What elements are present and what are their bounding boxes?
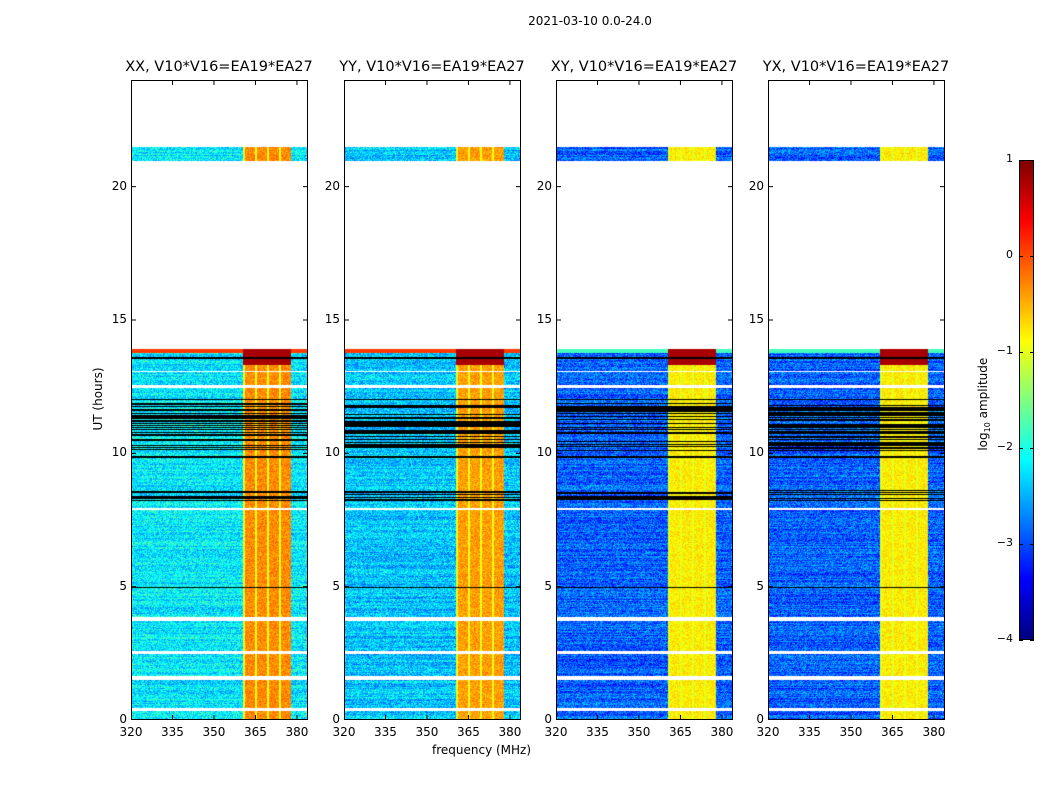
x-tick-label: 365 [244, 725, 267, 739]
x-tick-label: 350 [415, 725, 439, 739]
x-tick-label: 350 [627, 725, 651, 739]
y-tick-label: 0 [119, 712, 127, 726]
colorbar-tick-label: 1 [1006, 152, 1013, 165]
x-axis-label: frequency (MHz) [432, 743, 532, 757]
y-tick-label: 0 [544, 712, 552, 726]
colorbar-tick-label: −2 [996, 440, 1013, 453]
waterfall-panel-1 [344, 80, 521, 720]
x-tick-label: 335 [586, 725, 609, 739]
x-tick-label: 320 [332, 725, 356, 739]
colorbar-tick-mark [1019, 544, 1023, 545]
y-tick-label: 20 [111, 178, 127, 193]
colorbar-tick-mark [1019, 256, 1023, 257]
waterfall-panel-2 [556, 80, 733, 720]
figure-title: 2021-03-10 0.0-24.0 [528, 14, 652, 28]
x-tick-label: 335 [374, 725, 397, 739]
y-tick-label: 10 [536, 445, 552, 460]
colorbar-tick-mark [1030, 640, 1034, 641]
y-tick-label: 20 [536, 178, 552, 193]
x-tick-label: 365 [457, 725, 480, 739]
x-tick-label: 350 [839, 725, 863, 739]
heatmap-cells [769, 81, 944, 719]
y-tick-label: 5 [756, 578, 764, 593]
y-tick-label: 10 [748, 445, 764, 460]
x-tick-label: 335 [798, 725, 821, 739]
colorbar-tick-mark [1019, 352, 1023, 353]
colorbar-tick-mark [1019, 160, 1023, 161]
colorbar-gradient [1020, 161, 1033, 639]
heatmap-cells [345, 81, 520, 719]
colorbar-tick-label: −4 [996, 632, 1013, 645]
panel-title: YX, V10*V16=EA19*EA27 [762, 59, 950, 75]
y-tick-label: 5 [544, 578, 552, 593]
x-tick-label: 320 [544, 725, 568, 739]
colorbar-label-sub: 10 [983, 422, 993, 433]
colorbar-tick-mark [1030, 352, 1034, 353]
axis-ticks [556, 80, 733, 720]
y-tick-label: 15 [324, 312, 340, 326]
y-tick-label: 15 [111, 312, 127, 326]
colorbar-tick-mark [1030, 160, 1034, 161]
x-tick-label: 380 [710, 725, 734, 739]
colorbar-label-rest: amplitude [975, 357, 990, 423]
x-tick-label: 380 [922, 725, 946, 739]
x-tick-label: 320 [119, 725, 143, 739]
axis-ticks [768, 80, 945, 720]
x-tick-label: 380 [498, 725, 522, 739]
y-tick-label: 20 [324, 178, 340, 193]
waterfall-panel-3 [768, 80, 945, 720]
y-axis-label: UT (hours) [91, 367, 105, 431]
colorbar-tick-label: 0 [1006, 248, 1013, 261]
heatmap-cells [557, 81, 732, 719]
panel-title: YY, V10*V16=EA19*EA27 [339, 59, 525, 75]
y-tick-label: 10 [111, 445, 127, 460]
panel-title: XX, V10*V16=EA19*EA27 [125, 59, 313, 75]
colorbar [1019, 160, 1034, 640]
axis-ticks [131, 80, 308, 720]
y-tick-label: 10 [324, 445, 340, 460]
x-tick-label: 335 [161, 725, 184, 739]
y-tick-label: 15 [748, 312, 764, 326]
x-tick-label: 380 [285, 725, 309, 739]
panel-title: XY, V10*V16=EA19*EA27 [550, 59, 738, 75]
x-tick-label: 350 [202, 725, 226, 739]
y-tick-label: 0 [756, 712, 764, 726]
colorbar-tick-mark [1030, 448, 1034, 449]
y-tick-label: 0 [332, 712, 340, 726]
y-tick-label: 15 [536, 312, 552, 326]
x-tick-label: 320 [756, 725, 780, 739]
y-tick-label: 5 [332, 578, 340, 593]
axis-ticks [344, 80, 521, 720]
heatmap-cells [132, 81, 307, 719]
waterfall-panel-0 [131, 80, 308, 720]
colorbar-tick-mark [1019, 640, 1023, 641]
colorbar-tick-mark [1030, 256, 1034, 257]
colorbar-tick-label: −3 [996, 536, 1013, 549]
colorbar-tick-label: −1 [996, 344, 1013, 357]
colorbar-label: log10 amplitude [976, 354, 992, 454]
y-tick-label: 5 [119, 578, 127, 593]
colorbar-tick-mark [1019, 448, 1023, 449]
colorbar-label-log: log [975, 432, 990, 451]
x-tick-label: 365 [881, 725, 904, 739]
y-tick-label: 20 [748, 178, 764, 193]
colorbar-tick-mark [1030, 544, 1034, 545]
x-tick-label: 365 [669, 725, 692, 739]
